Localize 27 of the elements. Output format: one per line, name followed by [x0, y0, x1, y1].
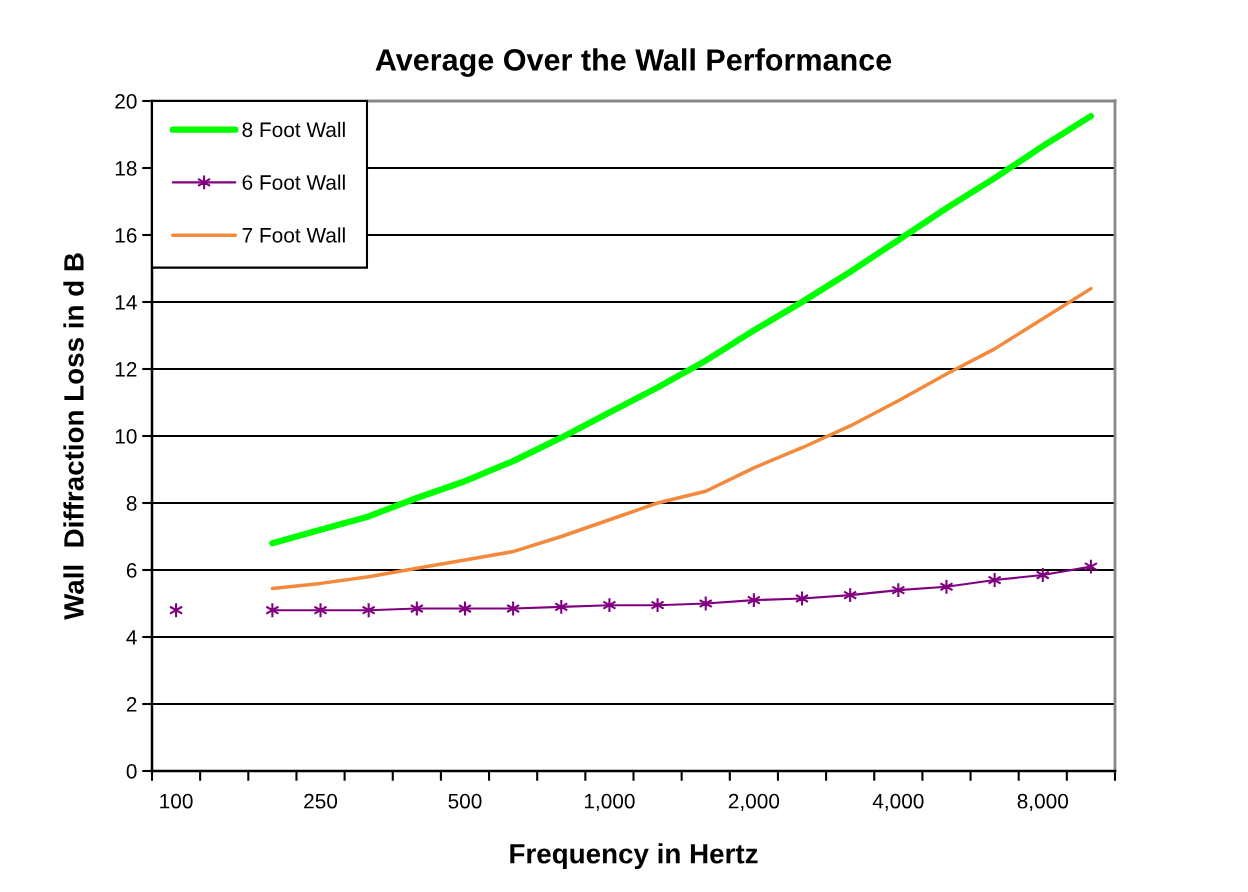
legend-label: 6 Foot Wall	[242, 174, 345, 190]
legend-label: 8 Foot Wall	[242, 121, 345, 138]
y-tick-label: 18	[115, 161, 137, 176]
chart-title: Average Over the Wall Performance	[375, 48, 892, 77]
y-axis-title: Wall Diffraction Loss in d B	[63, 253, 84, 620]
x-tick-label: 2,000	[728, 793, 780, 811]
legend-label: 7 Foot Wall	[242, 227, 345, 243]
x-tick-label: 1,000	[584, 793, 635, 811]
x-tick-label: 500	[448, 793, 482, 809]
y-tick-label: 10	[115, 429, 137, 444]
y-tick-label: 0	[126, 764, 137, 779]
x-tick-label: 100	[160, 793, 193, 809]
x-tick-label: 8,000	[1017, 793, 1069, 811]
y-tick-label: 2	[126, 697, 137, 712]
point	[939, 578, 954, 595]
y-tick-label: 6	[126, 563, 137, 578]
y-tick-label: 16	[115, 228, 137, 243]
x-tick-label: 250	[304, 793, 338, 809]
x-axis-title: Frequency in Hertz	[510, 843, 758, 870]
y-tick-label: 14	[115, 295, 137, 310]
y-tick-label: 8	[126, 496, 137, 511]
y-tick-label: 20	[115, 94, 137, 109]
y-tick-label: 12	[115, 362, 137, 377]
line-series	[270, 286, 1093, 591]
y-tick-label: 4	[126, 630, 137, 645]
point	[313, 602, 328, 619]
x-tick-label: 4,000	[872, 793, 924, 811]
